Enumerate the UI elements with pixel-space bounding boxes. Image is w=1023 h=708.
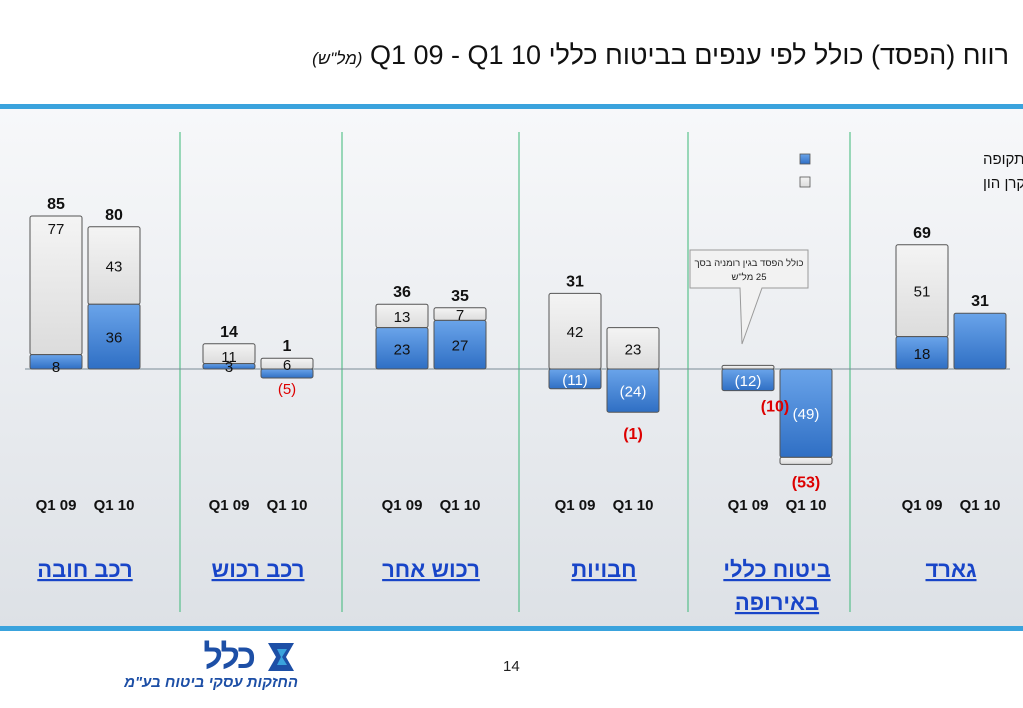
bottom-rule: [0, 626, 1023, 631]
profit-label-g1-b0: (12): [735, 373, 762, 390]
capital-label-g0-b0: 51: [914, 284, 931, 301]
legend-swatch-capital: [799, 176, 811, 188]
period-label-g2-b1: Q1 10: [613, 497, 654, 514]
total-label-g0-b1: 31: [971, 293, 989, 310]
bar-profit-g1-b0: [721, 368, 775, 392]
period-label-g5-b0: Q1 09: [36, 497, 77, 514]
period-label-g1-b0: Q1 09: [728, 497, 769, 514]
capital-label-g5-b0: 77: [48, 221, 65, 238]
profit-label-g4-b0: 3: [225, 359, 233, 376]
bar-profit-g3-b1: [433, 319, 487, 370]
logo-mark-icon: [268, 643, 294, 671]
bar-profit-g1-b1: [779, 368, 833, 458]
period-label-g5-b1: Q1 10: [94, 497, 135, 514]
annotation-callout-box: [689, 249, 809, 345]
bar-profit-g5-b0: [29, 354, 83, 370]
divider-layer: [179, 132, 851, 612]
group-name-1-line2: באירופה: [735, 590, 819, 615]
total-label-g3-b1: 35: [451, 288, 469, 305]
logo-wordmark: כלל: [203, 638, 256, 676]
capital-label-g4-b1: 6: [283, 357, 291, 374]
profit-label-g3-b1: 27: [452, 338, 469, 355]
profit-label-g2-b1: (24): [620, 384, 647, 401]
period-label-g1-b1: Q1 10: [786, 497, 827, 514]
capital-label-g2-b0: 42: [567, 324, 584, 341]
group-name-4: רכב רכוש: [212, 557, 305, 582]
capital-label-g2-b1: 23: [625, 341, 642, 358]
profit-label-g2-b0: (11): [562, 372, 588, 389]
bar-profit-g4-b0: [202, 363, 256, 370]
callout-layer: כולל הפסד בגין רומניה בסך 25 מל"ש: [689, 249, 809, 345]
capital-label-g3-b0: 13: [394, 309, 411, 326]
bar-profit-g4-b1: [260, 368, 314, 379]
capital-label-g3-b1: 7: [456, 307, 464, 324]
profit-label-g0-b0: 18: [914, 346, 931, 363]
total-label-g2-b1: (1): [623, 426, 643, 443]
logo-subtitle: החזקות עסקי ביטוח בע"מ: [124, 674, 298, 691]
chart-panel: [0, 109, 1023, 626]
unit-label: (מל"ש): [312, 49, 363, 68]
bar-capital-g1-b0: [721, 364, 775, 370]
legend: רווח (הפסד) לתקופה תנועה בקרן הון: [799, 151, 1023, 192]
total-label-g5-b0: 85: [47, 196, 65, 213]
profit-label-g4-b1: (5): [278, 381, 296, 398]
profit-label-g3-b0: 23: [394, 341, 411, 358]
period-label-g0-b1: Q1 10: [960, 497, 1001, 514]
group-name-1: ביטוח כללי: [723, 557, 830, 582]
group-name-5: רכב חובה: [37, 557, 132, 582]
bar-profit-g2-b0: [548, 368, 602, 390]
legend-label-capital: תנועה בקרן הון: [983, 175, 1023, 192]
capital-label-g5-b1: 43: [106, 259, 123, 276]
total-label-g5-b1: 80: [105, 207, 123, 224]
bar-profit-g0-b0: [895, 336, 949, 370]
annotation-line-2: 25 מל"ש: [732, 271, 767, 283]
slide-title-text: רווח (הפסד) כולל לפי ענפים בביטוח כללי Q…: [369, 40, 1009, 70]
profit-label-g1-b1: (49): [793, 406, 820, 423]
total-label-g1-b0: (10): [761, 399, 789, 416]
bar-profit-g2-b1: [606, 368, 660, 413]
period-label-g3-b1: Q1 10: [440, 497, 481, 514]
group-name-2: חבויות: [571, 557, 636, 582]
slide-title: רווח (הפסד) כולל לפי ענפים בביטוח כללי Q…: [312, 40, 1009, 71]
group-name-3: רכוש אחר: [382, 557, 480, 582]
period-label-g2-b0: Q1 09: [555, 497, 596, 514]
total-label-g4-b1: 1: [283, 338, 292, 355]
profit-label-g5-b0: 8: [52, 359, 60, 376]
annotation-line-1: כולל הפסד בגין רומניה בסך: [695, 257, 804, 269]
total-label-g0-b0: 69: [913, 225, 931, 242]
period-label-g4-b0: Q1 09: [209, 497, 250, 514]
bar-profit-g5-b1: [87, 303, 141, 370]
total-label-g1-b1: (53): [792, 474, 820, 491]
profit-label-g5-b1: 36: [106, 330, 123, 347]
group-name-0: גארד: [925, 557, 976, 582]
total-label-g2-b0: 31: [566, 273, 584, 290]
bar-capital-g1-b1: [779, 456, 833, 465]
page-number: 14: [503, 658, 520, 675]
period-label-g0-b0: Q1 09: [902, 497, 943, 514]
period-label-g3-b0: Q1 09: [382, 497, 423, 514]
capital-label-g4-b0: 11: [221, 349, 237, 366]
legend-swatch-profit: [799, 153, 811, 165]
bar-profit-g3-b0: [375, 327, 429, 370]
total-label-g4-b0: 14: [220, 324, 238, 341]
company-logo: כלל החזקות עסקי ביטוח בע"מ: [28, 638, 298, 691]
legend-label-profit: רווח (הפסד) לתקופה: [983, 151, 1023, 168]
total-label-g3-b0: 36: [393, 284, 411, 301]
bars-layer: [29, 215, 1007, 465]
period-label-g4-b1: Q1 10: [267, 497, 308, 514]
top-rule: [0, 104, 1023, 109]
bar-profit-g0-b1: [953, 312, 1007, 370]
